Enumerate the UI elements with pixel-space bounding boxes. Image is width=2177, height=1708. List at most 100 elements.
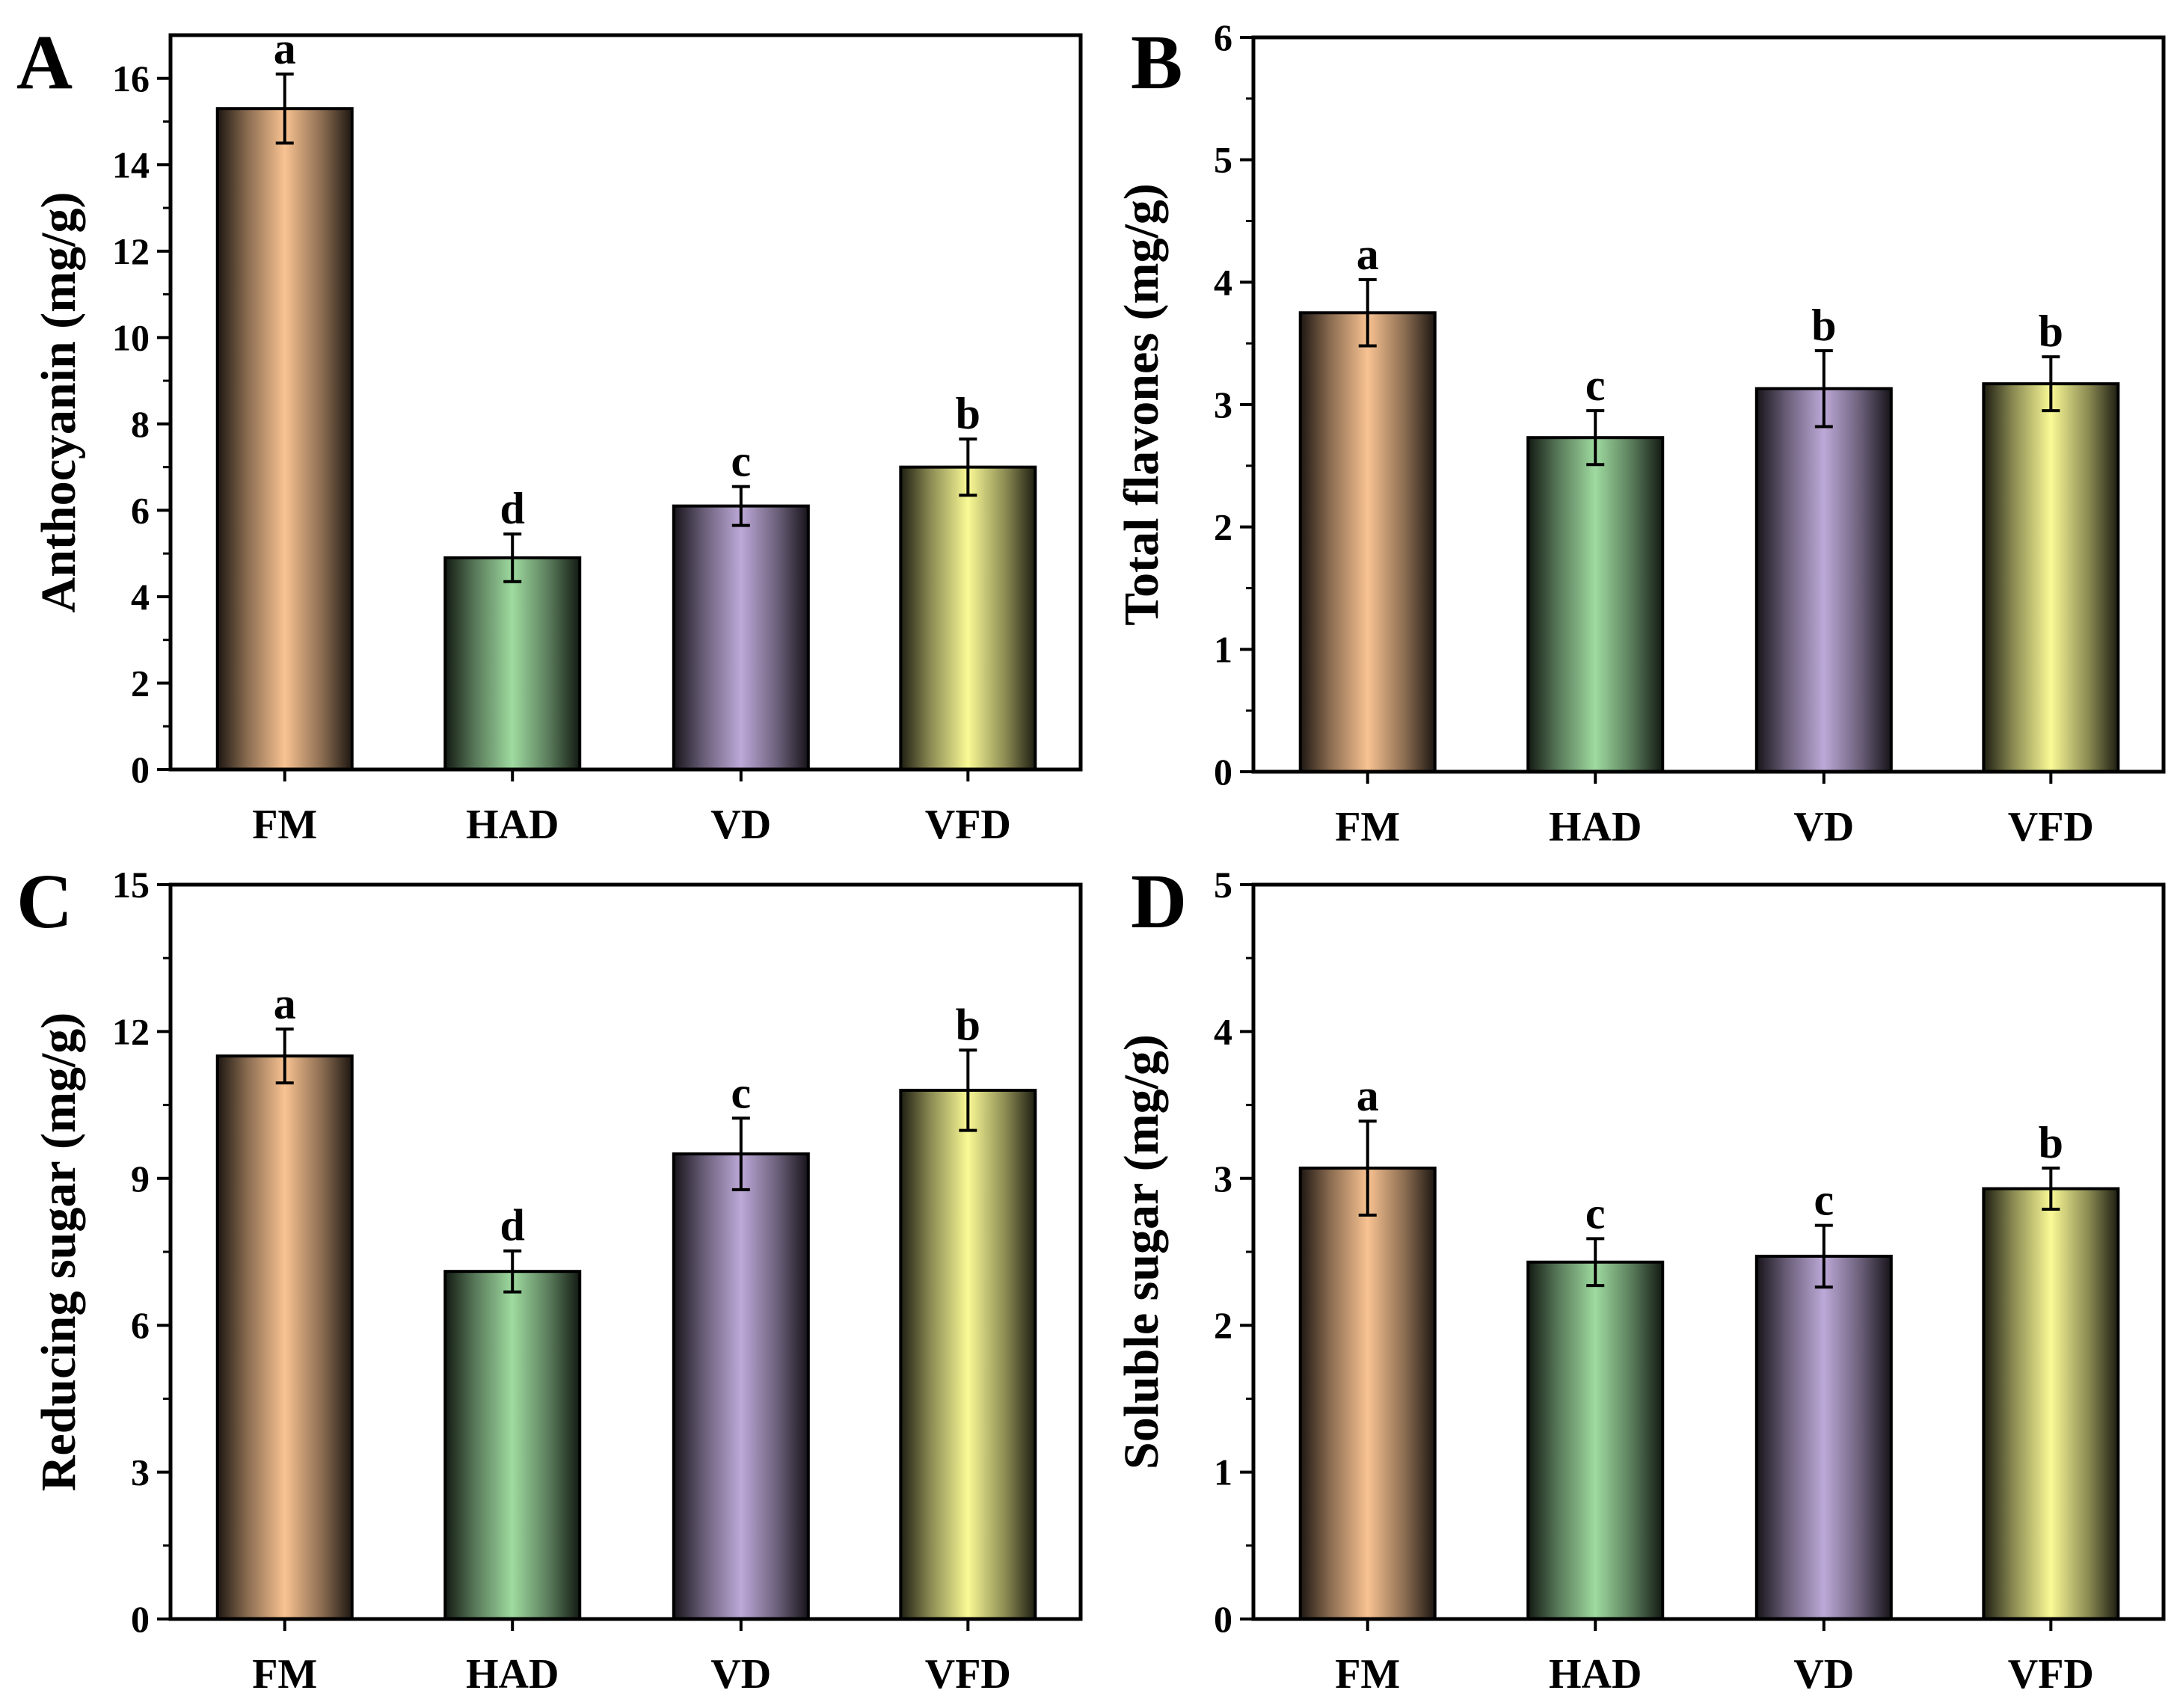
significance-letter-fm: a [274, 24, 296, 73]
y-tick-label: 4 [1214, 261, 1232, 303]
x-tick-label-vfd: VFD [925, 1651, 1011, 1698]
y-tick-label: 4 [1214, 1010, 1232, 1052]
y-tick-label: 5 [1214, 139, 1232, 181]
panel-letter: B [1131, 19, 1182, 105]
y-tick-label: 6 [131, 489, 150, 531]
error-bar-vd [731, 1116, 750, 1191]
bar-vfd [899, 1088, 1037, 1621]
y-tick-label: 14 [112, 144, 150, 185]
bar-fm [1298, 311, 1437, 773]
panel-b: Ba FM c HAD b VD b VFD 0 1 2 3 4 5 6 Total flavones (mg… [1114, 16, 2166, 850]
bar-vfd [1982, 1187, 2120, 1621]
y-tick-label: 0 [131, 1598, 150, 1640]
bar-fm [215, 107, 354, 771]
panel-d: Da FM c HAD c VD b VFD 0 1 2 3 4 5 Soluble sugar (mg/g… [1114, 858, 2166, 1698]
significance-letter-had: d [500, 484, 525, 533]
x-tick-label-had: HAD [466, 1651, 559, 1698]
error-bar-vd [1814, 1223, 1833, 1289]
x-tick-label-had: HAD [1549, 804, 1642, 850]
y-tick-label: 6 [1214, 16, 1232, 58]
y-tick-label: 15 [112, 864, 150, 906]
y-tick-label: 8 [131, 403, 150, 445]
y-tick-label: 4 [131, 576, 150, 618]
y-axis-label: Anthocyanin (mg/g) [31, 192, 86, 613]
y-tick-label: 12 [112, 230, 150, 272]
plot-frame [168, 33, 1083, 772]
x-tick-label-vfd: VFD [2008, 1651, 2094, 1698]
bar-had [443, 1270, 582, 1621]
significance-letter-vfd: b [2039, 307, 2063, 356]
error-bar-had [503, 532, 522, 583]
y-axis-label: Total flavones (mg/g) [1114, 183, 1169, 626]
bar-vfd [1982, 382, 2120, 773]
bar-fm [215, 1054, 354, 1621]
significance-letter-vfd: b [956, 389, 980, 438]
significance-letter-had: c [1585, 1188, 1606, 1238]
significance-letter-vd: c [731, 437, 751, 486]
x-tick-label-vd: VD [710, 1651, 771, 1698]
panel-letter: A [16, 19, 73, 105]
y-tick-label: 2 [131, 662, 150, 704]
y-axis-label: Soluble sugar (mg/g) [1114, 1034, 1169, 1469]
y-tick-label: 3 [1214, 384, 1232, 426]
y-tick-label: 1 [1214, 1452, 1232, 1493]
plot-frame [1251, 882, 2166, 1621]
y-tick-label: 3 [1214, 1158, 1232, 1199]
significance-letter-had: c [1585, 360, 1606, 410]
significance-letter-fm: a [274, 979, 296, 1028]
y-tick-label: 1 [1214, 628, 1232, 670]
y-tick-label: 0 [131, 749, 150, 790]
x-tick-label-fm: FM [252, 802, 317, 848]
x-tick-label-vd: VD [1793, 804, 1854, 850]
bar-vd [672, 1152, 810, 1621]
error-bar-vd [731, 485, 750, 527]
significance-letter-fm: a [1357, 1071, 1379, 1120]
y-tick-label: 3 [131, 1452, 150, 1493]
y-tick-label: 5 [1214, 864, 1232, 906]
y-tick-label: 0 [1214, 751, 1232, 793]
bar-vd [1754, 1254, 1893, 1621]
y-tick-label: 6 [131, 1304, 150, 1346]
panel-c: Ca FM d HAD c VD b VFD 0 3 6 9 12 15 Reducing sugar (m… [16, 858, 1083, 1698]
y-tick-label: 16 [112, 58, 150, 99]
error-bar-vd [1814, 348, 1833, 428]
panel-letter: C [16, 858, 73, 944]
error-bar-vfd [959, 1048, 977, 1132]
significance-letter-vd: b [1811, 301, 1836, 350]
x-tick-label-vd: VD [710, 802, 771, 848]
x-tick-label-fm: FM [1335, 1651, 1400, 1698]
bar-had [1526, 1260, 1665, 1621]
x-tick-label-fm: FM [1335, 804, 1400, 850]
error-bar-vfd [959, 437, 977, 497]
error-bar-had [1586, 1237, 1605, 1288]
significance-letter-had: d [500, 1201, 525, 1250]
error-bar-vfd [2042, 1167, 2060, 1211]
error-bar-fm [275, 1027, 294, 1085]
bar-had [443, 556, 582, 771]
significance-letter-vd: c [731, 1068, 751, 1117]
error-bar-fm [1358, 278, 1377, 348]
plot-frame [1251, 35, 2166, 774]
bar-vd [1754, 387, 1893, 773]
error-bar-fm [1358, 1119, 1377, 1217]
significance-letter-vfd: b [956, 1000, 980, 1049]
error-bar-vfd [2042, 355, 2060, 413]
bar-fm [1298, 1167, 1437, 1621]
panel-letter: D [1131, 858, 1187, 944]
y-tick-label: 0 [1214, 1598, 1232, 1640]
significance-letter-fm: a [1357, 230, 1379, 279]
y-axis-label: Reducing sugar (mg/g) [31, 1013, 86, 1491]
x-tick-label-vfd: VFD [925, 802, 1011, 848]
y-tick-label: 10 [112, 316, 150, 358]
bar-vfd [899, 465, 1037, 771]
bar-vd [672, 504, 810, 772]
significance-letter-vd: c [1814, 1176, 1834, 1225]
y-tick-label: 12 [112, 1010, 150, 1052]
bar-had [1526, 436, 1665, 773]
x-tick-label-vfd: VFD [2008, 804, 2094, 850]
error-bar-had [503, 1249, 522, 1294]
plot-frame [168, 882, 1083, 1621]
